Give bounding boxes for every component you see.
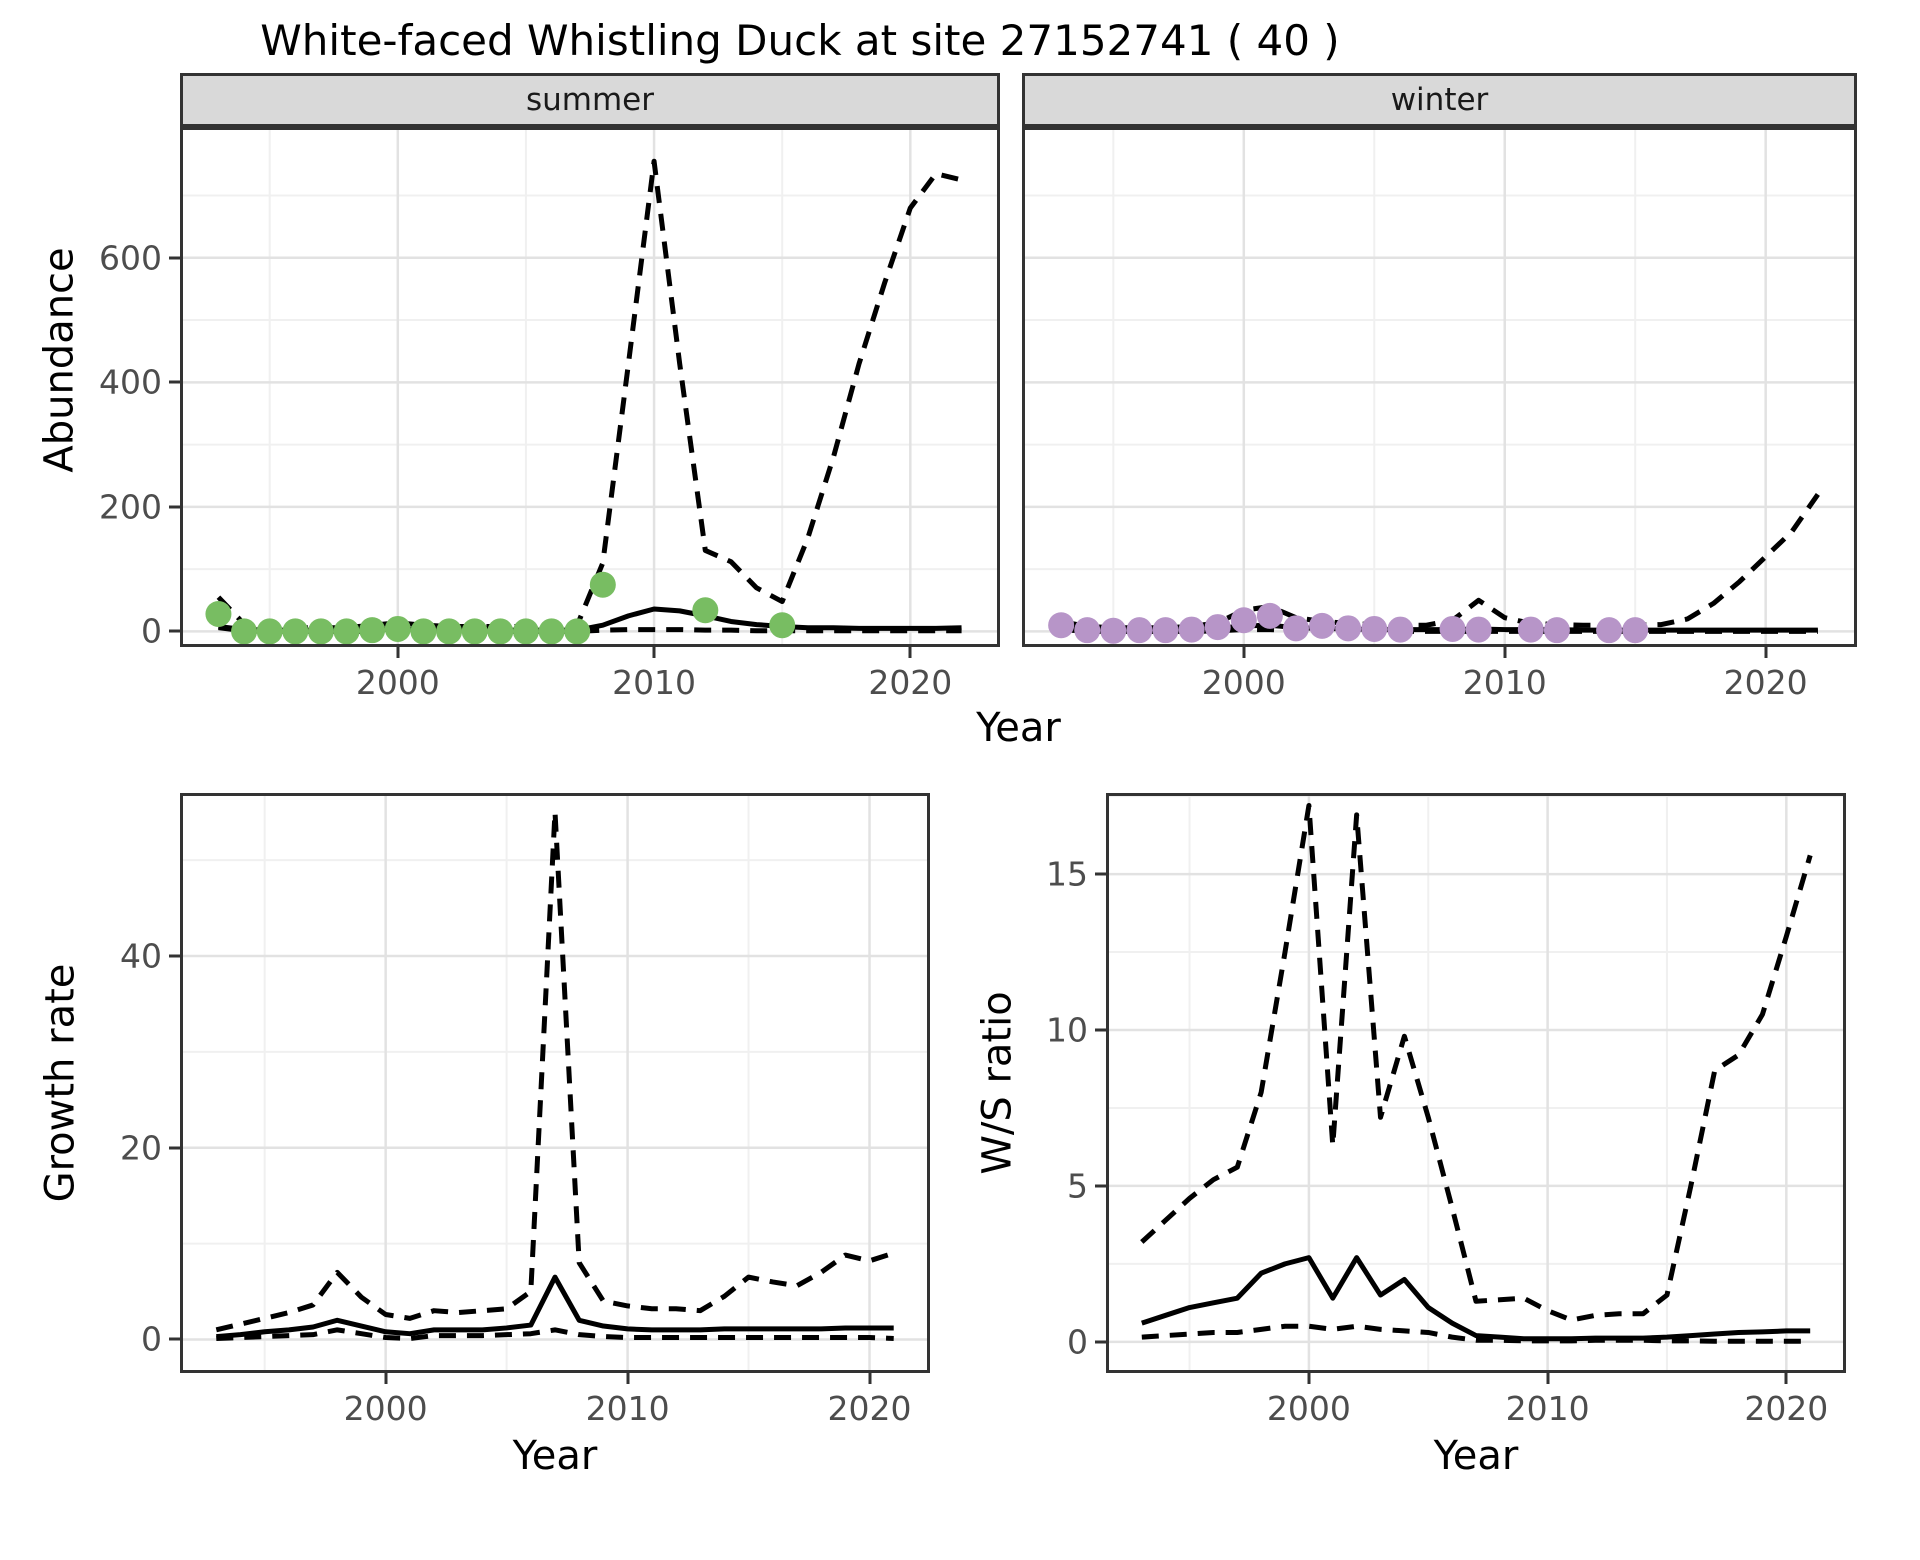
- summer-x-ticks: 2000 2010 2020: [180, 647, 1000, 705]
- facet-strip-winter: winter: [1022, 73, 1857, 127]
- x-tick-label: 2010: [612, 663, 697, 702]
- ws-ratio-chart: [1106, 793, 1846, 1373]
- y-tick-label: 0: [141, 611, 162, 651]
- facet-strip-winter-label: winter: [1390, 82, 1489, 118]
- x-tick-mark: [1307, 1373, 1311, 1384]
- abundance-x-axis-label: Year: [976, 705, 1061, 751]
- y-tick-mark: [169, 380, 180, 384]
- ws-ratio-plot: W/S ratio 0 5 10 15 2000 2010 2020 Year: [974, 793, 1846, 1479]
- abundance-x-ticks-row: 2000 2010 2020 2000 2010 2020: [36, 647, 1920, 705]
- x-tick-mark: [1503, 647, 1507, 658]
- x-tick-label: 2000: [343, 1389, 428, 1428]
- x-tick-mark: [396, 647, 400, 658]
- x-tick-label: 2010: [1505, 1389, 1590, 1428]
- x-tick-mark: [1242, 647, 1246, 658]
- y-tick-label: 400: [99, 362, 162, 402]
- ws-x-ticks: 2000 2010 2020: [1106, 1373, 1846, 1431]
- x-tick-mark: [1546, 1373, 1550, 1384]
- y-tick-label: 0: [1067, 1322, 1088, 1362]
- growth-y-ticks: 0 20 40: [84, 793, 180, 1373]
- y-tick-mark: [169, 505, 180, 509]
- growth-y-axis-label-box: Growth rate: [36, 793, 84, 1373]
- x-tick-mark: [1784, 1373, 1788, 1384]
- x-tick-label: 2010: [585, 1389, 670, 1428]
- winter-panel: [1022, 127, 1857, 647]
- ws-x-ticks-row: 2000 2010 2020: [974, 1373, 1846, 1431]
- ws-y-axis-label-box: W/S ratio: [974, 793, 1022, 1373]
- x-tick-label: 2000: [1266, 1389, 1351, 1428]
- facet-strip-summer-label: summer: [525, 82, 654, 118]
- y-tick-mark: [1095, 1340, 1106, 1344]
- y-tick-label: 5: [1067, 1166, 1088, 1206]
- x-tick-mark: [1764, 647, 1768, 658]
- growth-x-axis-label: Year: [512, 1433, 598, 1479]
- spacer: [36, 647, 180, 705]
- chart-title: White-faced Whistling Duck at site 27152…: [260, 16, 1340, 65]
- growth-y-axis-label: Growth rate: [37, 963, 83, 1203]
- summer-panel: [180, 127, 1000, 647]
- ws-panel: [1106, 793, 1846, 1373]
- y-tick-label: 0: [141, 1319, 162, 1359]
- x-tick-mark: [626, 1373, 630, 1384]
- bottom-row: Growth rate 0 20 40 2000 2010 2020 Year W/S …: [36, 793, 1920, 1479]
- growth-x-ticks: 2000 2010 2020: [180, 1373, 930, 1431]
- growth-x-ticks-row: 2000 2010 2020: [36, 1373, 930, 1431]
- y-tick-mark: [169, 954, 180, 958]
- spacer: [974, 1373, 1106, 1431]
- facet-gap: [1000, 647, 1022, 705]
- summer-abundance-chart: [180, 127, 1000, 647]
- facet-strip-summer: summer: [180, 73, 1000, 127]
- y-tick-label: 15: [1046, 854, 1088, 894]
- y-tick-mark: [1095, 872, 1106, 876]
- y-tick-mark: [1095, 1028, 1106, 1032]
- y-tick-mark: [169, 1146, 180, 1150]
- y-tick-label: 600: [99, 238, 162, 278]
- winter-abundance-chart: [1022, 127, 1857, 647]
- y-tick-label: 40: [120, 936, 162, 976]
- growth-rate-plot-inner: Growth rate 0 20 40: [36, 793, 930, 1373]
- facet-winter: winter: [1022, 73, 1857, 647]
- ws-y-axis-label: W/S ratio: [975, 991, 1022, 1175]
- y-tick-label: 10: [1046, 1010, 1088, 1050]
- ws-y-ticks: 0 5 10 15: [1022, 793, 1106, 1373]
- x-tick-mark: [868, 1373, 872, 1384]
- x-tick-label: 2010: [1462, 663, 1547, 702]
- y-tick-label: 20: [120, 1128, 162, 1168]
- ws-x-axis-label: Year: [1433, 1433, 1519, 1479]
- x-tick-label: 2000: [1201, 663, 1286, 702]
- facet-summer: summer: [180, 73, 1000, 647]
- x-tick-label: 2020: [1723, 663, 1808, 702]
- abundance-y-ticks: 0 200 400 600: [84, 127, 180, 651]
- y-tick-mark: [169, 256, 180, 260]
- ws-ratio-plot-inner: W/S ratio 0 5 10 15: [974, 793, 1846, 1373]
- y-tick-mark: [169, 1337, 180, 1341]
- y-tick-label: 200: [99, 487, 162, 527]
- spacer: [36, 1373, 180, 1431]
- x-tick-mark: [908, 647, 912, 658]
- abundance-row: Abundance 0 200 400 600 summer winter: [36, 73, 1920, 651]
- x-tick-mark: [652, 647, 656, 658]
- y-tick-mark: [1095, 1184, 1106, 1188]
- abundance-y-axis-label: Abundance: [37, 247, 83, 473]
- abundance-y-axis-label-box: Abundance: [36, 73, 84, 647]
- growth-panel: [180, 793, 930, 1373]
- x-tick-label: 2020: [1744, 1389, 1829, 1428]
- x-tick-mark: [384, 1373, 388, 1384]
- x-tick-label: 2020: [827, 1389, 912, 1428]
- x-tick-label: 2000: [355, 663, 440, 702]
- growth-rate-chart: [180, 793, 930, 1373]
- x-tick-label: 2020: [868, 663, 953, 702]
- growth-rate-plot: Growth rate 0 20 40 2000 2010 2020 Year: [36, 793, 930, 1479]
- y-tick-mark: [169, 629, 180, 633]
- winter-x-ticks: 2000 2010 2020: [1022, 647, 1857, 705]
